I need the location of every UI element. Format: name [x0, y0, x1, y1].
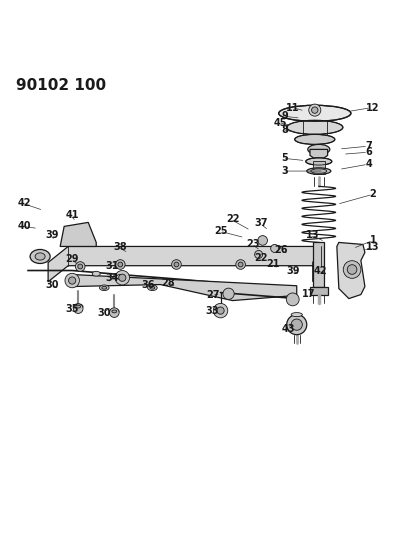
- Ellipse shape: [30, 249, 50, 263]
- Circle shape: [118, 262, 123, 267]
- Text: 8: 8: [281, 125, 288, 135]
- Text: 5: 5: [282, 153, 288, 163]
- Text: 33: 33: [206, 305, 219, 316]
- Ellipse shape: [148, 285, 157, 290]
- Text: 90102 100: 90102 100: [16, 78, 106, 93]
- Text: 4: 4: [366, 159, 372, 169]
- Text: 12: 12: [366, 103, 380, 113]
- Text: 11: 11: [286, 103, 300, 113]
- Circle shape: [172, 260, 181, 269]
- Text: 27: 27: [206, 290, 219, 301]
- Text: 42: 42: [17, 198, 31, 208]
- Text: 40: 40: [17, 221, 31, 231]
- Text: 13: 13: [306, 230, 320, 240]
- Ellipse shape: [306, 158, 332, 165]
- Text: 7: 7: [366, 141, 372, 151]
- Bar: [313, 243, 324, 287]
- Text: 1: 1: [370, 236, 376, 245]
- Ellipse shape: [291, 313, 302, 317]
- Circle shape: [309, 104, 321, 116]
- Text: 42: 42: [314, 265, 328, 276]
- Circle shape: [109, 308, 119, 318]
- Text: 13: 13: [366, 243, 380, 252]
- Ellipse shape: [308, 144, 330, 155]
- Ellipse shape: [112, 310, 117, 313]
- Circle shape: [271, 245, 279, 253]
- Text: 45: 45: [274, 118, 288, 128]
- Polygon shape: [337, 243, 365, 298]
- Text: 25: 25: [214, 226, 227, 236]
- Ellipse shape: [279, 106, 351, 122]
- Circle shape: [78, 264, 83, 269]
- Circle shape: [115, 271, 130, 285]
- Text: 2: 2: [370, 189, 376, 199]
- Ellipse shape: [287, 120, 343, 134]
- Ellipse shape: [295, 134, 335, 144]
- Ellipse shape: [109, 309, 119, 314]
- Text: 38: 38: [113, 243, 127, 252]
- Text: 17: 17: [302, 289, 316, 299]
- Circle shape: [223, 288, 234, 300]
- Text: 37: 37: [254, 218, 267, 228]
- Ellipse shape: [150, 286, 155, 289]
- Circle shape: [213, 303, 228, 318]
- Circle shape: [238, 262, 243, 267]
- Ellipse shape: [73, 304, 83, 310]
- Circle shape: [115, 260, 125, 269]
- Ellipse shape: [76, 305, 81, 308]
- Text: 30: 30: [45, 279, 59, 289]
- Text: 34: 34: [105, 273, 119, 282]
- Text: 28: 28: [162, 278, 175, 287]
- Ellipse shape: [92, 271, 100, 276]
- Polygon shape: [48, 246, 321, 282]
- Text: 22: 22: [254, 254, 267, 263]
- Ellipse shape: [307, 168, 331, 174]
- Ellipse shape: [99, 285, 109, 290]
- Text: 39: 39: [45, 230, 59, 240]
- Bar: [313, 161, 325, 174]
- Text: 9: 9: [282, 111, 288, 121]
- Circle shape: [236, 260, 245, 269]
- Text: 6: 6: [366, 147, 372, 157]
- Ellipse shape: [102, 286, 107, 289]
- Text: 31: 31: [105, 261, 119, 271]
- Circle shape: [258, 236, 267, 245]
- Text: 39: 39: [286, 265, 300, 276]
- Text: 30: 30: [97, 308, 111, 318]
- Circle shape: [291, 319, 302, 330]
- Circle shape: [347, 265, 357, 274]
- Circle shape: [174, 262, 179, 267]
- Circle shape: [287, 314, 307, 335]
- Circle shape: [119, 274, 126, 281]
- Text: 43: 43: [282, 324, 296, 334]
- Text: 26: 26: [274, 246, 288, 255]
- Ellipse shape: [116, 274, 124, 279]
- Text: 23: 23: [246, 239, 259, 249]
- Text: 21: 21: [266, 260, 279, 270]
- Polygon shape: [310, 149, 328, 158]
- Circle shape: [343, 261, 361, 278]
- Circle shape: [75, 262, 85, 271]
- Circle shape: [255, 251, 263, 259]
- Bar: [310, 287, 328, 295]
- Polygon shape: [60, 222, 96, 246]
- Circle shape: [286, 293, 299, 306]
- Text: 29: 29: [65, 254, 79, 264]
- Circle shape: [73, 304, 83, 313]
- Polygon shape: [72, 274, 297, 301]
- Text: 22: 22: [226, 214, 239, 224]
- Circle shape: [312, 107, 318, 114]
- Circle shape: [217, 307, 224, 314]
- Text: 3: 3: [282, 166, 288, 176]
- Text: 41: 41: [65, 210, 79, 220]
- Circle shape: [65, 273, 79, 288]
- Circle shape: [69, 277, 76, 284]
- Ellipse shape: [311, 169, 327, 173]
- Ellipse shape: [35, 253, 45, 260]
- Text: 35: 35: [65, 304, 79, 313]
- Text: 36: 36: [142, 279, 155, 289]
